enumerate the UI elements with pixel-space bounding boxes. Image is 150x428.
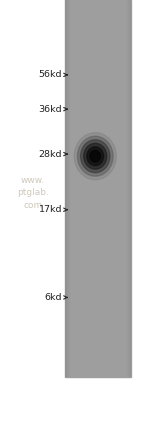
Text: www.
ptglab.
com: www. ptglab. com <box>17 175 49 210</box>
Text: 36kd: 36kd <box>39 104 62 114</box>
Ellipse shape <box>81 140 110 172</box>
Ellipse shape <box>84 143 107 169</box>
Bar <box>65 0 130 377</box>
Ellipse shape <box>74 133 116 180</box>
Ellipse shape <box>77 136 113 176</box>
Text: 56kd: 56kd <box>39 70 62 80</box>
Ellipse shape <box>87 147 104 166</box>
Text: 6kd: 6kd <box>45 293 62 302</box>
Ellipse shape <box>90 150 101 162</box>
Text: 28kd: 28kd <box>39 149 62 159</box>
Text: 17kd: 17kd <box>39 205 62 214</box>
